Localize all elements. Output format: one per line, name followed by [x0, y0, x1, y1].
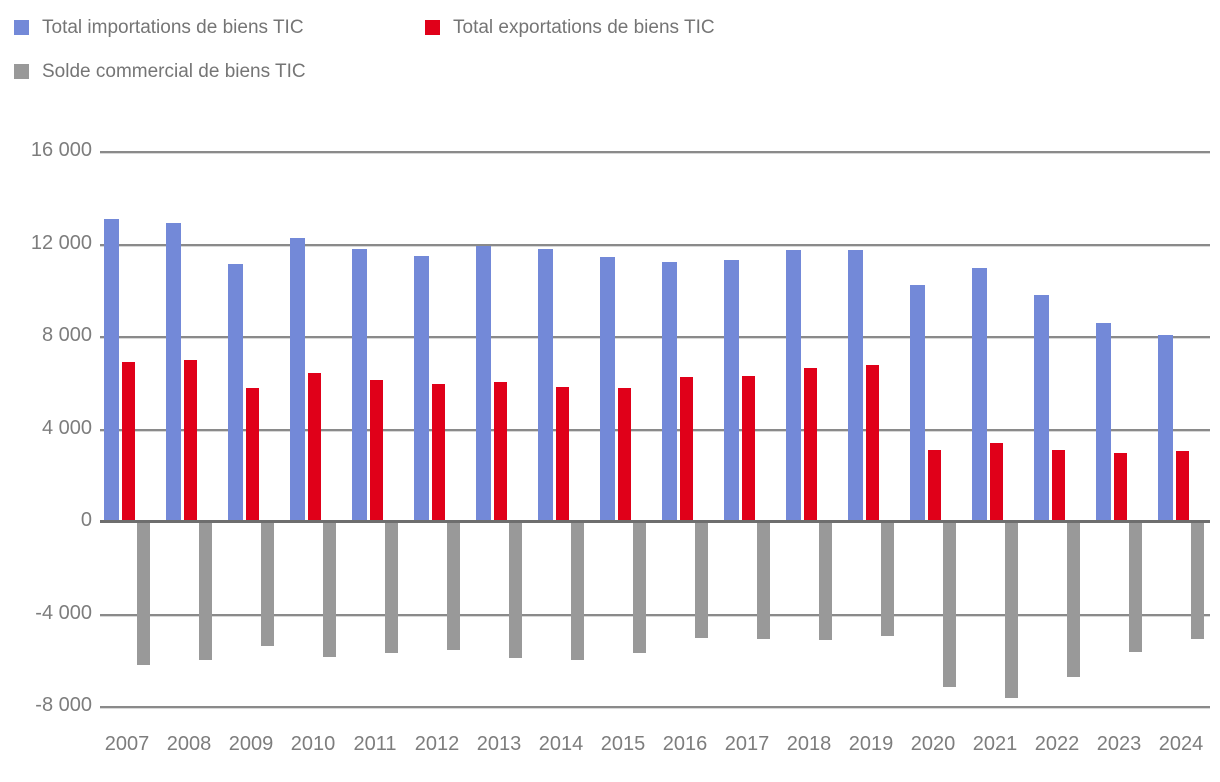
bar-solde-2012	[447, 522, 460, 651]
bar-exports-2023	[1114, 452, 1127, 522]
legend-label-solde: Solde commercial de biens TIC	[42, 61, 306, 82]
legend-item-exports[interactable]: Total exportations de biens TIC	[425, 17, 715, 39]
bar-imports-2022	[1034, 295, 1049, 522]
bar-imports-2013	[476, 245, 491, 522]
bar-solde-2018	[819, 522, 832, 640]
y-axis-tick-label: 0	[80, 509, 92, 531]
x-axis-label-2013: 2013	[476, 733, 522, 755]
bar-solde-2009	[261, 522, 274, 646]
solde-legend-swatch-icon	[14, 64, 29, 79]
bar-exports-2024	[1176, 451, 1189, 522]
bar-imports-2010	[290, 237, 305, 522]
bar-exports-2012	[432, 384, 445, 522]
x-axis-label-2016: 2016	[662, 733, 708, 755]
y-axis-tick-label: -4 000	[35, 601, 92, 624]
x-axis-label-2011: 2011	[353, 733, 397, 755]
bar-exports-2021	[990, 443, 1003, 522]
imports-legend-swatch-icon	[14, 20, 29, 35]
bar-imports-2019	[848, 250, 863, 522]
bar-imports-2008	[166, 222, 181, 522]
gridline-12000	[100, 243, 1210, 247]
bar-exports-2016	[680, 377, 693, 522]
x-axis-label-2017: 2017	[724, 733, 770, 755]
bar-solde-2020	[943, 522, 956, 688]
gridline-4000	[100, 428, 1210, 432]
bar-solde-2016	[695, 522, 708, 638]
zero-axis-line	[100, 520, 1210, 523]
bar-solde-2013	[509, 522, 522, 659]
bar-solde-2010	[323, 522, 336, 658]
bar-imports-2024	[1158, 334, 1173, 522]
bar-exports-2015	[618, 387, 631, 522]
x-axis-label-2021: 2021	[972, 733, 1018, 755]
bar-solde-2014	[571, 522, 584, 660]
bar-imports-2009	[228, 264, 243, 522]
x-axis-label-2012: 2012	[414, 733, 460, 755]
legend-item-solde[interactable]: Solde commercial de biens TIC	[14, 61, 306, 83]
x-axis-label-2022: 2022	[1034, 733, 1080, 755]
bar-exports-2011	[370, 379, 383, 522]
bar-solde-2021	[1005, 522, 1018, 698]
x-axis-label-2009: 2009	[228, 733, 274, 755]
y-axis-tick-label: 12 000	[30, 231, 92, 254]
bar-exports-2010	[308, 372, 321, 522]
bar-exports-2013	[494, 382, 507, 522]
bar-exports-2019	[866, 364, 879, 522]
bar-solde-2017	[757, 522, 770, 639]
x-axis-label-2020: 2020	[910, 733, 956, 755]
bar-solde-2015	[633, 522, 646, 653]
bar-solde-2011	[385, 522, 398, 653]
x-axis-label-2024: 2024	[1158, 733, 1204, 755]
x-axis-label-2007: 2007	[104, 733, 150, 755]
y-axis-tick-label: 4 000	[41, 416, 92, 439]
bar-imports-2015	[600, 257, 615, 522]
gridline-8000	[100, 336, 1210, 339]
y-axis-tick-label: 16 000	[30, 139, 92, 161]
bar-solde-2022	[1067, 522, 1080, 677]
x-axis-label-2010: 2010	[290, 733, 336, 755]
bar-imports-2023	[1096, 323, 1111, 522]
bar-exports-2009	[246, 387, 259, 522]
bar-solde-2024	[1191, 522, 1204, 639]
x-axis-label-2023: 2023	[1096, 733, 1142, 755]
bar-exports-2017	[742, 376, 755, 522]
bar-imports-2016	[662, 261, 677, 522]
legend-label-imports: Total importations de biens TIC	[42, 17, 304, 38]
x-axis-label-2018: 2018	[786, 733, 832, 755]
bar-solde-2008	[199, 522, 212, 660]
bar-exports-2014	[556, 386, 569, 522]
exports-legend-swatch-icon	[425, 20, 440, 35]
legend-item-imports[interactable]: Total importations de biens TIC	[14, 17, 304, 39]
bar-imports-2020	[910, 284, 925, 522]
gridline--4000	[100, 613, 1210, 617]
bar-imports-2021	[972, 267, 987, 522]
bar-exports-2018	[804, 368, 817, 522]
y-axis-tick-label: -8 000	[35, 694, 92, 716]
bar-solde-2007	[137, 522, 150, 666]
bar-imports-2012	[414, 256, 429, 522]
bar-imports-2014	[538, 249, 553, 522]
x-axis-label-2014: 2014	[538, 733, 584, 755]
bar-exports-2020	[928, 450, 941, 522]
x-axis-label-2019: 2019	[848, 733, 894, 755]
x-axis-label-2015: 2015	[600, 733, 646, 755]
bar-exports-2008	[184, 360, 197, 522]
x-axis-label-2008: 2008	[166, 733, 212, 755]
bar-exports-2007	[122, 362, 135, 522]
bar-solde-2023	[1129, 522, 1142, 652]
bar-imports-2018	[786, 250, 801, 522]
gridline-16000	[100, 151, 1210, 154]
bar-solde-2019	[881, 522, 894, 637]
y-axis-tick-label: 8 000	[41, 324, 92, 346]
bar-imports-2017	[724, 259, 739, 522]
bar-exports-2022	[1052, 450, 1065, 522]
bar-imports-2007	[104, 219, 119, 522]
bar-imports-2011	[352, 249, 367, 522]
legend-label-exports: Total exportations de biens TIC	[453, 17, 715, 38]
gridline--8000	[100, 706, 1210, 709]
